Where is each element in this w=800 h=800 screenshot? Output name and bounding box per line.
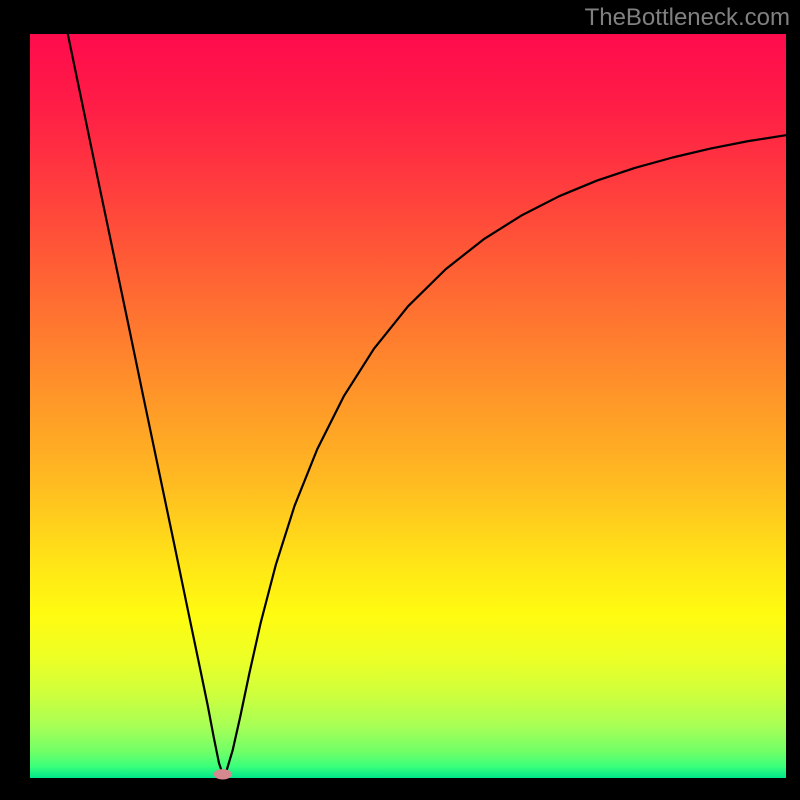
plot-background (30, 34, 786, 778)
chart-container: TheBottleneck.com (0, 0, 800, 800)
watermark-text: TheBottleneck.com (585, 4, 790, 32)
bottleneck-chart (0, 0, 800, 800)
minimum-marker (214, 769, 232, 779)
